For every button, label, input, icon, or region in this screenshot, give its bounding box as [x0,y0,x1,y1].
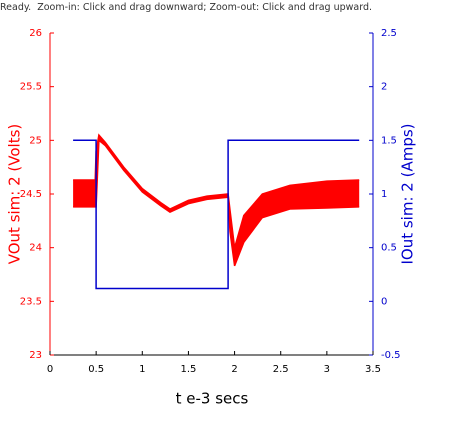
voltage-band [73,135,360,266]
y2-tick-label: 0.5 [381,243,397,254]
x-tick-label: 1.5 [180,364,196,375]
x-tick-label: 0 [47,364,53,375]
series-line [73,139,360,290]
y-tick-label: 25.5 [20,82,42,93]
series-line-lower [73,138,360,267]
y-tick-label: 23 [29,350,42,361]
x-axis-label: t e-3 secs [176,390,249,408]
y2-tick-label: 2.5 [381,28,397,39]
status-text: Ready. Zoom-in: Click and drag downward;… [0,2,373,13]
y-tick-label: 24.5 [20,189,42,200]
y-tick-label: 25 [29,135,42,146]
y2-tick-label: 0 [381,296,387,307]
y-tick-label: 23.5 [20,296,42,307]
series-line [73,133,360,248]
x-tick-label: 3.5 [365,364,381,375]
y2-tick-label: -0.5 [381,350,401,361]
y-tick-label: 24 [29,243,42,254]
x-tick-label: 3 [324,364,330,375]
x-tick-label: 2 [231,364,237,375]
y2-tick-label: 2 [381,82,387,93]
y-axis-label: VOut sim: 2 (Volts) [6,124,24,265]
x-tick-label: 0.5 [88,364,104,375]
x-tick-label: 2.5 [273,364,289,375]
y2-axis-label: IOut sim: 2 (Amps) [399,123,417,264]
x-tick-label: 1 [139,364,145,375]
y2-tick-label: 1 [381,189,387,200]
y-tick-label: 26 [29,28,42,39]
y2-tick-label: 1.5 [381,135,397,146]
